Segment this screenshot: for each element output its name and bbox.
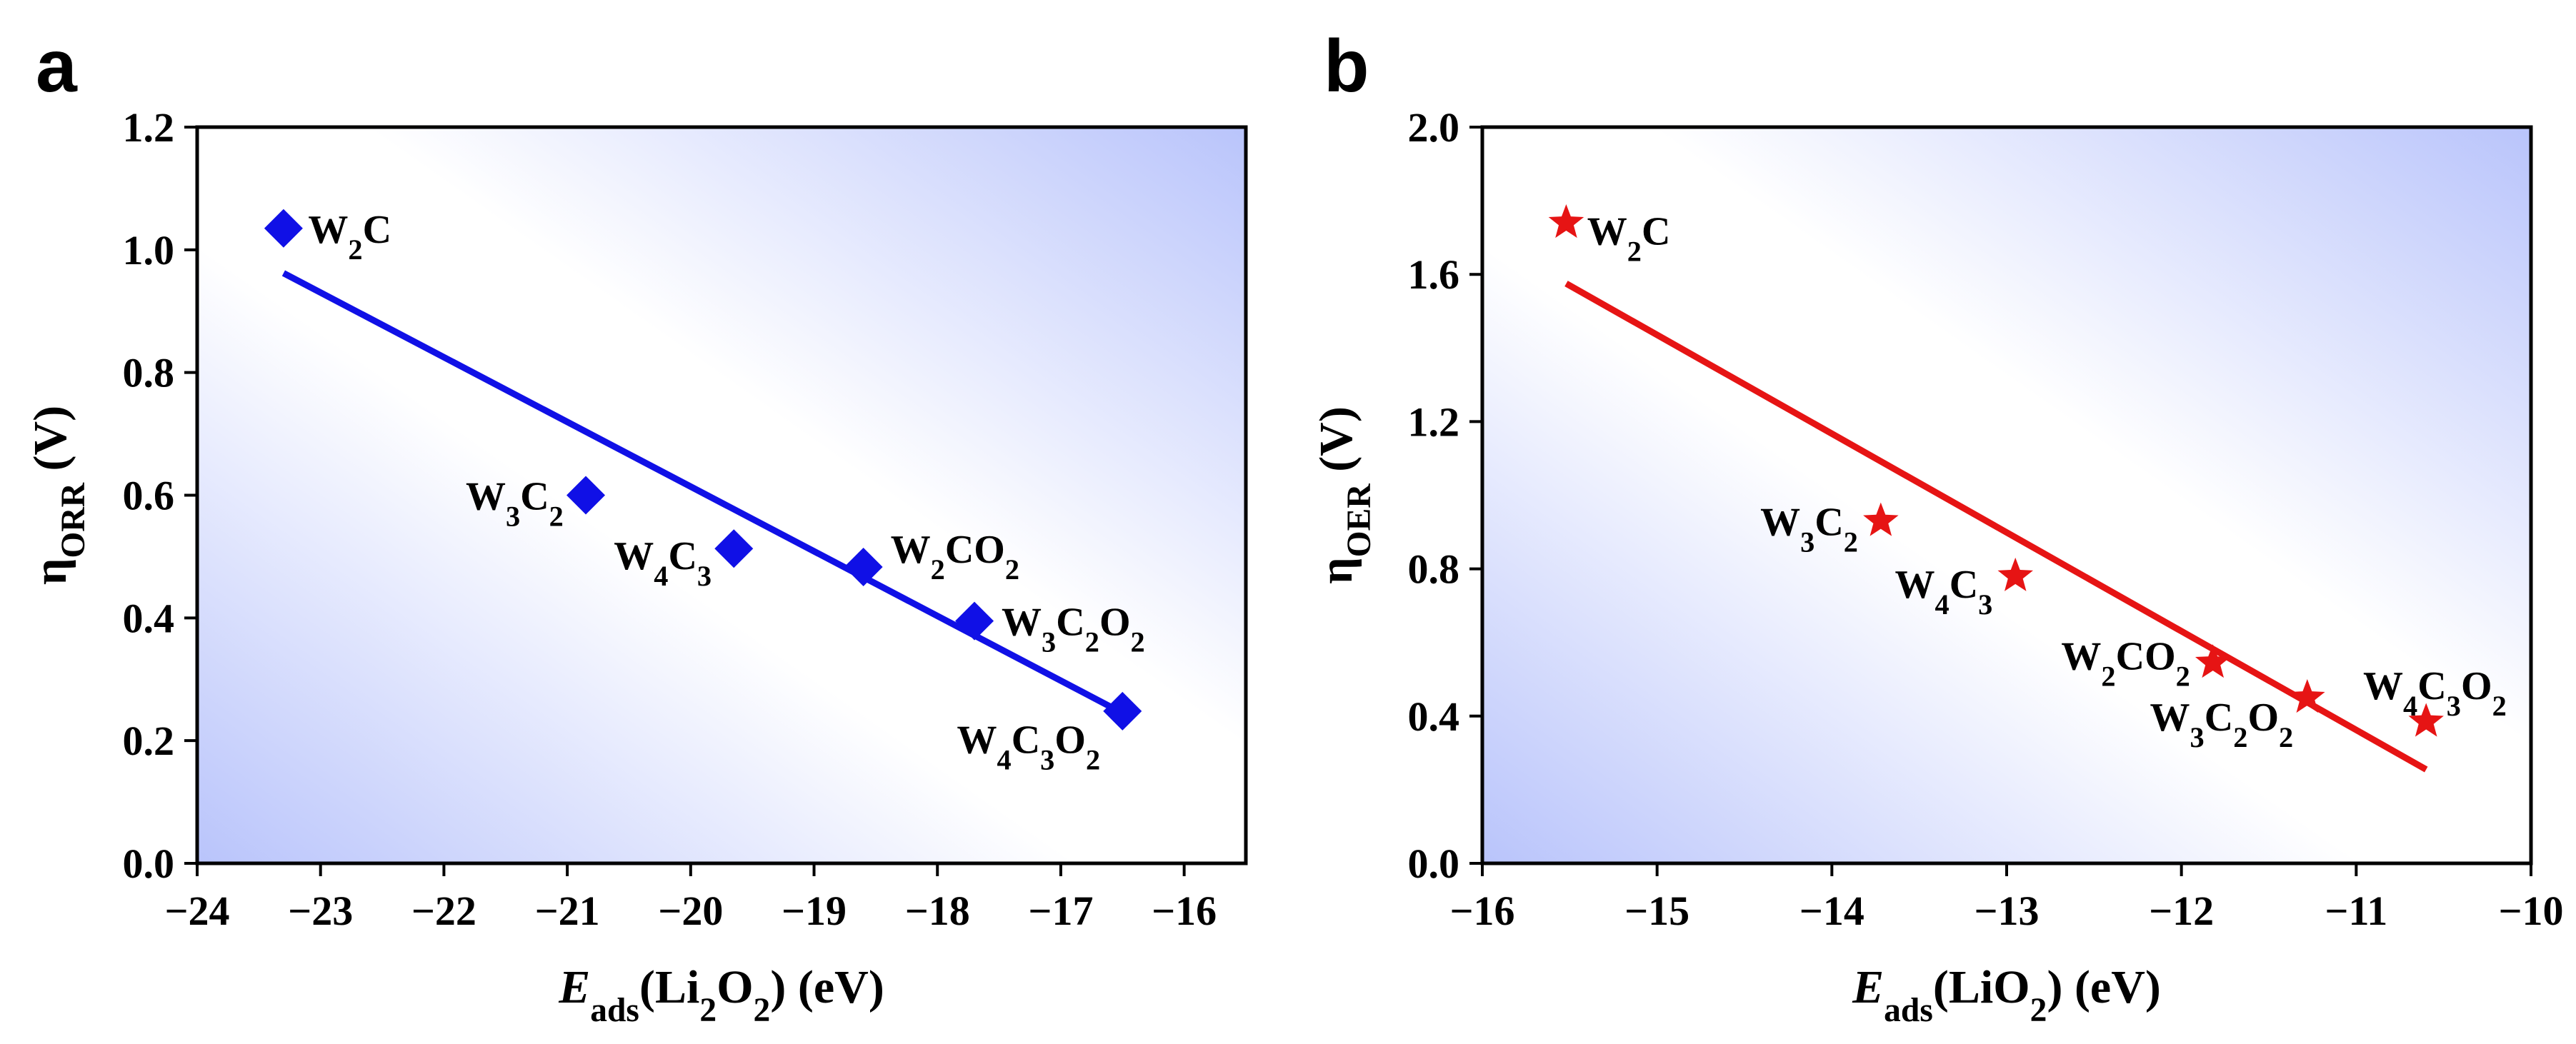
plot-background — [1482, 127, 2531, 863]
y-tick-label: 0.8 — [1408, 546, 1460, 593]
x-tick-label: −21 — [535, 888, 600, 934]
x-axis-label: Eads (LiO2 ) (eV) — [1852, 961, 2161, 1029]
data-point — [955, 601, 994, 641]
y-tick-label: 0.0 — [1408, 840, 1460, 887]
point-label: W2 CO2 — [2061, 635, 2190, 693]
x-tick-label: −13 — [1974, 888, 2039, 934]
data-point — [264, 209, 303, 248]
x-tick-label: −11 — [2325, 888, 2387, 934]
x-tick-label: −16 — [1152, 888, 1217, 934]
data-point — [2195, 644, 2231, 678]
plot-background — [197, 127, 1246, 863]
y-tick-label: 1.6 — [1408, 251, 1460, 298]
data-point — [2408, 703, 2444, 737]
axes-frame — [195, 125, 1248, 865]
data-point — [566, 476, 606, 515]
x-tick-label: −19 — [782, 888, 847, 934]
point-label: W4 C3 — [614, 534, 712, 592]
y-tick-label: 0.8 — [123, 350, 175, 396]
point-label: W4 C3 O2 — [957, 718, 1100, 776]
point-label: W3 C2 — [466, 475, 564, 533]
y-tick-label: 0.6 — [123, 473, 175, 519]
point-label: W4 C3 O2 — [2363, 664, 2507, 722]
x-tick-label: −16 — [1449, 888, 1514, 934]
data-point — [2290, 679, 2325, 713]
point-label: W3 C2 O2 — [1002, 601, 1145, 658]
data-point — [1997, 557, 2033, 591]
fit-line — [281, 270, 1124, 716]
data-point — [1548, 204, 1584, 239]
x-tick-label: −14 — [1799, 888, 1864, 934]
x-tick-label: −17 — [1028, 888, 1093, 934]
axes-frame — [1480, 125, 2533, 865]
y-axis-label: ηORR (V) — [24, 406, 92, 585]
y-tick-label: 0.0 — [123, 840, 175, 887]
point-label: W3 C2 — [1760, 501, 1858, 558]
data-point — [844, 548, 883, 587]
y-tick-label: 1.2 — [1408, 398, 1460, 445]
data-point — [1863, 502, 1899, 536]
x-tick-label: −24 — [164, 888, 229, 934]
fit-line — [1564, 281, 2428, 773]
x-tick-label: −15 — [1624, 888, 1689, 934]
x-axis-label: Eads (Li2 O2 ) (eV) — [558, 961, 884, 1029]
y-tick-label: 0.4 — [123, 595, 175, 641]
y-tick-label: 2.0 — [1408, 104, 1460, 151]
x-tick-label: −23 — [288, 888, 353, 934]
x-tick-label: −22 — [411, 888, 476, 934]
x-tick-label: −20 — [658, 888, 723, 934]
point-label: W2 C — [308, 208, 391, 266]
panel-b-chart: −16 −15 −14 −13 −12 −11 −10 0.0 0.4 0.8 1.2 1.6 2.0 W… — [1310, 104, 2564, 1029]
y-axis-label: ηOER (V) — [1310, 406, 1378, 584]
panel-a-chart: −24 −23 −22 −21 −20 −19 −18 −17 −16 0.0 0.2 0.4 0.6 0… — [24, 104, 1248, 1029]
y-tick-label: 0.4 — [1408, 693, 1460, 740]
y-tick-label: 1.2 — [123, 104, 175, 151]
data-point — [1103, 691, 1142, 731]
panel-a-letter: a — [36, 25, 78, 108]
data-point — [714, 529, 754, 568]
x-tick-label: −10 — [2498, 888, 2563, 934]
point-label: W2 C — [1587, 209, 1671, 267]
panel-b-letter: b — [1324, 25, 1369, 108]
x-tick-label: −18 — [905, 888, 970, 934]
y-tick-label: 0.2 — [123, 718, 175, 764]
point-label: W3 C2 O2 — [2150, 696, 2293, 753]
x-tick-label: −12 — [2149, 888, 2214, 934]
point-label: W4 C3 — [1894, 563, 1992, 621]
point-label: W2 CO2 — [891, 528, 1020, 586]
y-tick-label: 1.0 — [123, 227, 175, 273]
